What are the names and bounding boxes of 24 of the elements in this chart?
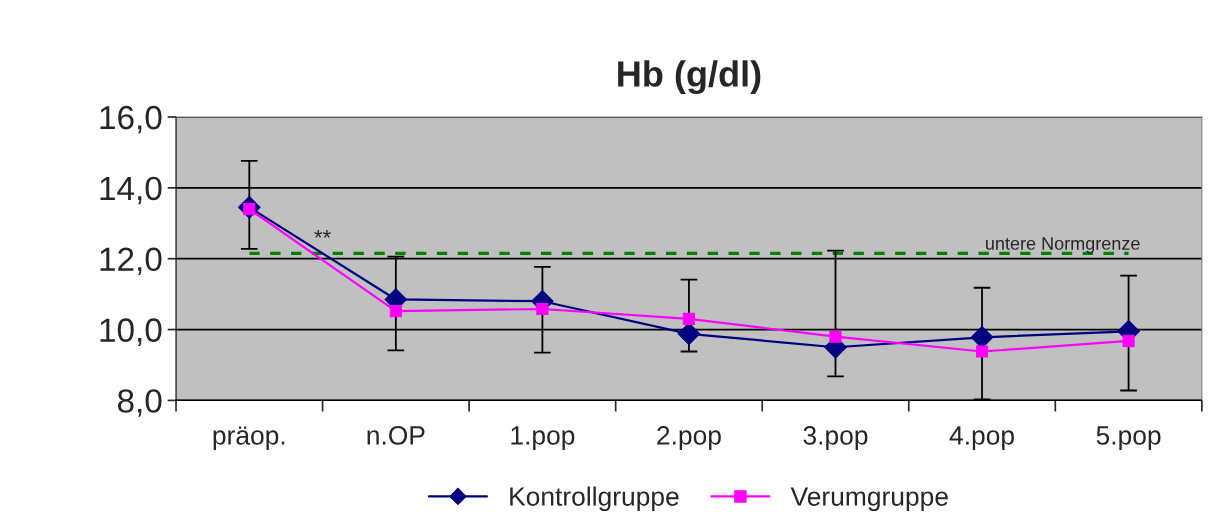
y-tick-label: 16,0	[100, 105, 162, 134]
y-tick-label: 14,0	[100, 176, 162, 205]
point	[389, 305, 402, 318]
y-tick-label: 12,0	[100, 247, 162, 276]
y-tick-label: 8,0	[117, 389, 162, 417]
x-tick-label: 5.pop	[1096, 426, 1161, 450]
x-tick-label: 3.pop	[803, 426, 868, 450]
annotation: **	[314, 229, 331, 238]
x-tick-label: 1.pop	[511, 426, 575, 450]
x-tick-label: 2.pop	[657, 426, 721, 450]
point	[682, 312, 696, 325]
legend-label: Verumgruppe	[790, 487, 948, 512]
point	[1122, 334, 1135, 347]
x-tick-label: 4.pop	[949, 426, 1014, 450]
ref-line-label: untere Normgrenze	[986, 237, 1140, 254]
chart-title: Hb (g/dl)	[618, 60, 761, 95]
x-tick-label: präop.	[213, 426, 285, 450]
point	[677, 322, 701, 346]
point	[975, 345, 989, 358]
point	[829, 330, 842, 343]
x-tick-label: n.OP	[367, 426, 425, 445]
point	[536, 302, 549, 316]
legend-label: Kontrollgruppe	[510, 486, 679, 512]
y-tick-label: 10,0	[100, 318, 162, 346]
